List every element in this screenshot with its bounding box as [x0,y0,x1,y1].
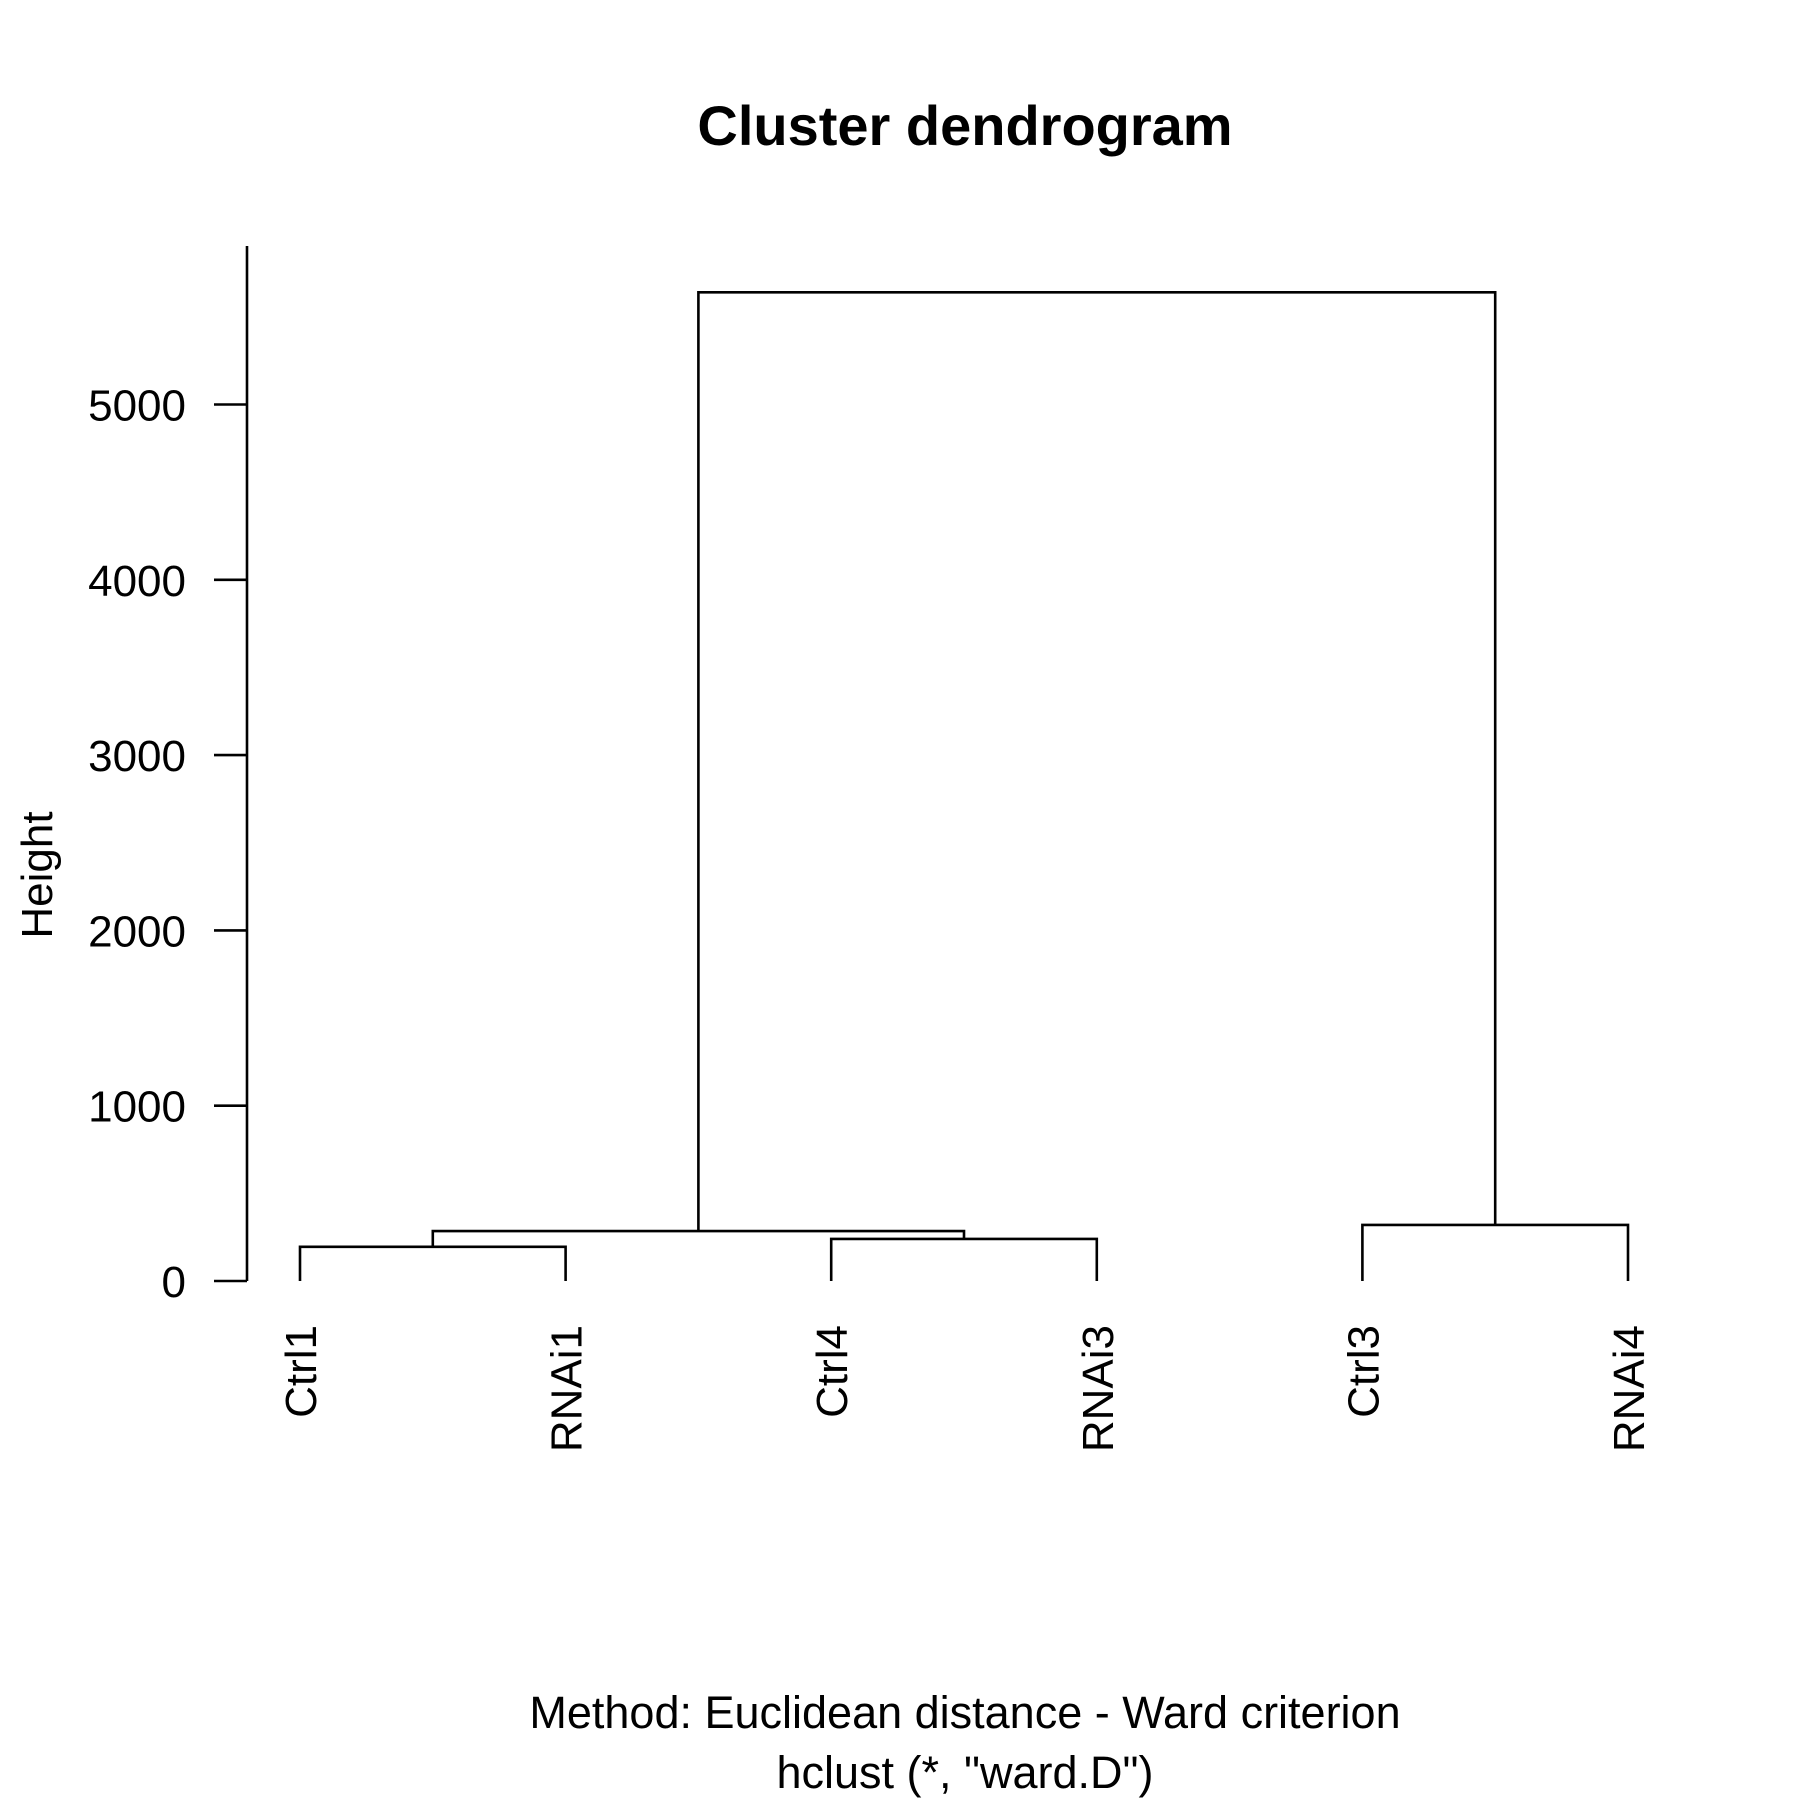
leaf-label: Ctrl4 [808,1325,857,1418]
y-tick-label: 4000 [88,557,186,606]
leaf-label: Ctrl3 [1339,1325,1388,1418]
y-tick-label: 5000 [88,382,186,431]
y-axis-label: Height [13,811,62,938]
dendrogram-link [1361,1223,1630,1281]
leaf-labels: Ctrl1 RNAi1 Ctrl4 RNAi3 Ctrl3 RNAi4 [277,1325,1654,1452]
leaf-label: RNAi1 [543,1325,592,1452]
hclust-caption: hclust (*, "ward.D") [776,1747,1153,1798]
chart-title: Cluster dendrogram [697,94,1232,157]
leaf-label: RNAi3 [1074,1325,1123,1452]
dendrogram-link [697,291,1497,1232]
leaf-label: RNAi4 [1605,1325,1654,1452]
y-tick-label: 3000 [88,732,186,781]
y-axis-ticks: 0 1000 2000 3000 4000 5000 [88,382,247,1307]
dendrogram-link [431,1229,966,1247]
dendrogram-link [829,1237,1099,1281]
y-tick-label: 2000 [88,907,186,956]
y-tick-label: 1000 [88,1083,186,1132]
dendrogram-links [298,291,1630,1281]
y-tick-label: 0 [162,1258,186,1307]
method-caption: Method: Euclidean distance - Ward criter… [529,1687,1400,1738]
leaf-label: Ctrl1 [277,1325,326,1418]
dendrogram-link [298,1245,567,1281]
